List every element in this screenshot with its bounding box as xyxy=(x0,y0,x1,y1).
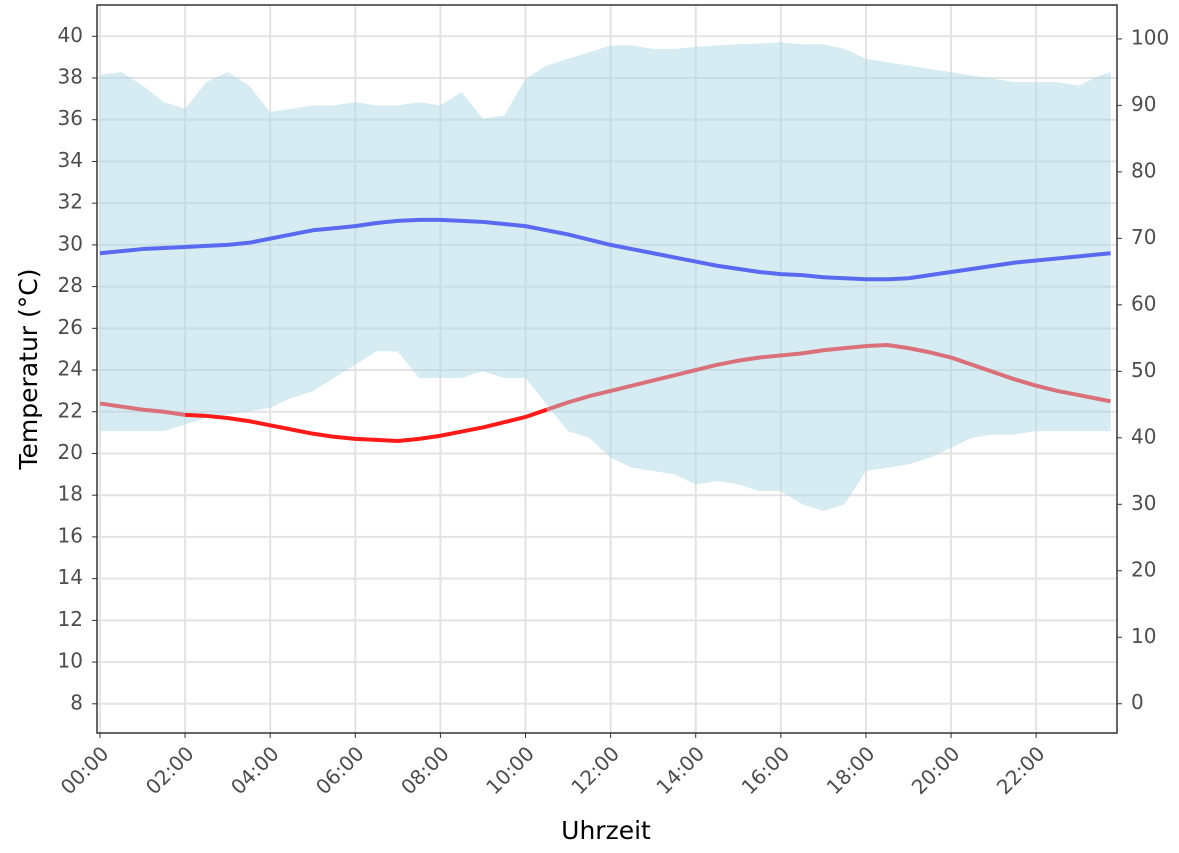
y-tick-label: 22 xyxy=(58,398,83,422)
y2-tick-label: 20 xyxy=(1131,557,1156,581)
x-tick-label: 12:00 xyxy=(566,741,624,799)
y2-tick-label: 50 xyxy=(1131,358,1156,382)
x-axis-label: Uhrzeit xyxy=(561,816,651,845)
y2-tick-label: 40 xyxy=(1131,424,1156,448)
y2-tick-label: 100 xyxy=(1131,25,1169,49)
y-tick-label: 10 xyxy=(58,649,83,673)
x-tick-label: 08:00 xyxy=(396,741,454,799)
line xyxy=(99,343,1112,417)
x-tick-label: 18:00 xyxy=(822,741,880,799)
y-tick-label: 12 xyxy=(58,607,83,631)
y-tick-label: 36 xyxy=(58,106,83,130)
y-axis-label: Temperatur (°C) xyxy=(14,269,43,471)
x-tick-label: 00:00 xyxy=(56,741,114,799)
y-tick-label: 30 xyxy=(58,231,83,255)
x-tick-label: 06:00 xyxy=(311,741,369,799)
y-tick-label: 24 xyxy=(58,357,83,381)
plot-frame xyxy=(96,4,1118,734)
humidity-band xyxy=(99,42,1111,511)
x-tick-label: 14:00 xyxy=(651,741,709,799)
y-tick-label: 28 xyxy=(58,273,83,297)
x-tick-label: 02:00 xyxy=(141,741,199,799)
y-tick-label: 20 xyxy=(58,440,83,464)
y-tick-label: 32 xyxy=(58,190,83,214)
y2-tick-label: 30 xyxy=(1131,491,1156,515)
y-tick-label: 26 xyxy=(58,315,83,339)
y-tick-label: 34 xyxy=(58,148,83,172)
y-tick-label: 16 xyxy=(58,523,83,547)
line xyxy=(99,217,1111,282)
y2-tick-label: 80 xyxy=(1131,158,1156,182)
y2-tick-label: 10 xyxy=(1131,624,1156,648)
y-tick-label: 38 xyxy=(58,65,83,89)
y2-tick-label: 70 xyxy=(1131,225,1156,249)
x-tick-label: 10:00 xyxy=(481,741,539,799)
line xyxy=(184,407,548,443)
x-tick-label: 20:00 xyxy=(907,741,965,799)
x-tick-label: 16:00 xyxy=(737,741,795,799)
y-tick-label: 18 xyxy=(58,482,83,506)
y-tick-label: 8 xyxy=(70,690,83,714)
x-tick-label: 22:00 xyxy=(992,741,1050,799)
y2-tick-label: 90 xyxy=(1131,92,1156,116)
y2-tick-label: 0 xyxy=(1131,690,1144,714)
y-tick-label: 14 xyxy=(58,565,83,589)
y2-tick-label: 60 xyxy=(1131,291,1156,315)
y-tick-label: 40 xyxy=(58,23,83,47)
x-tick-label: 04:00 xyxy=(226,741,284,799)
